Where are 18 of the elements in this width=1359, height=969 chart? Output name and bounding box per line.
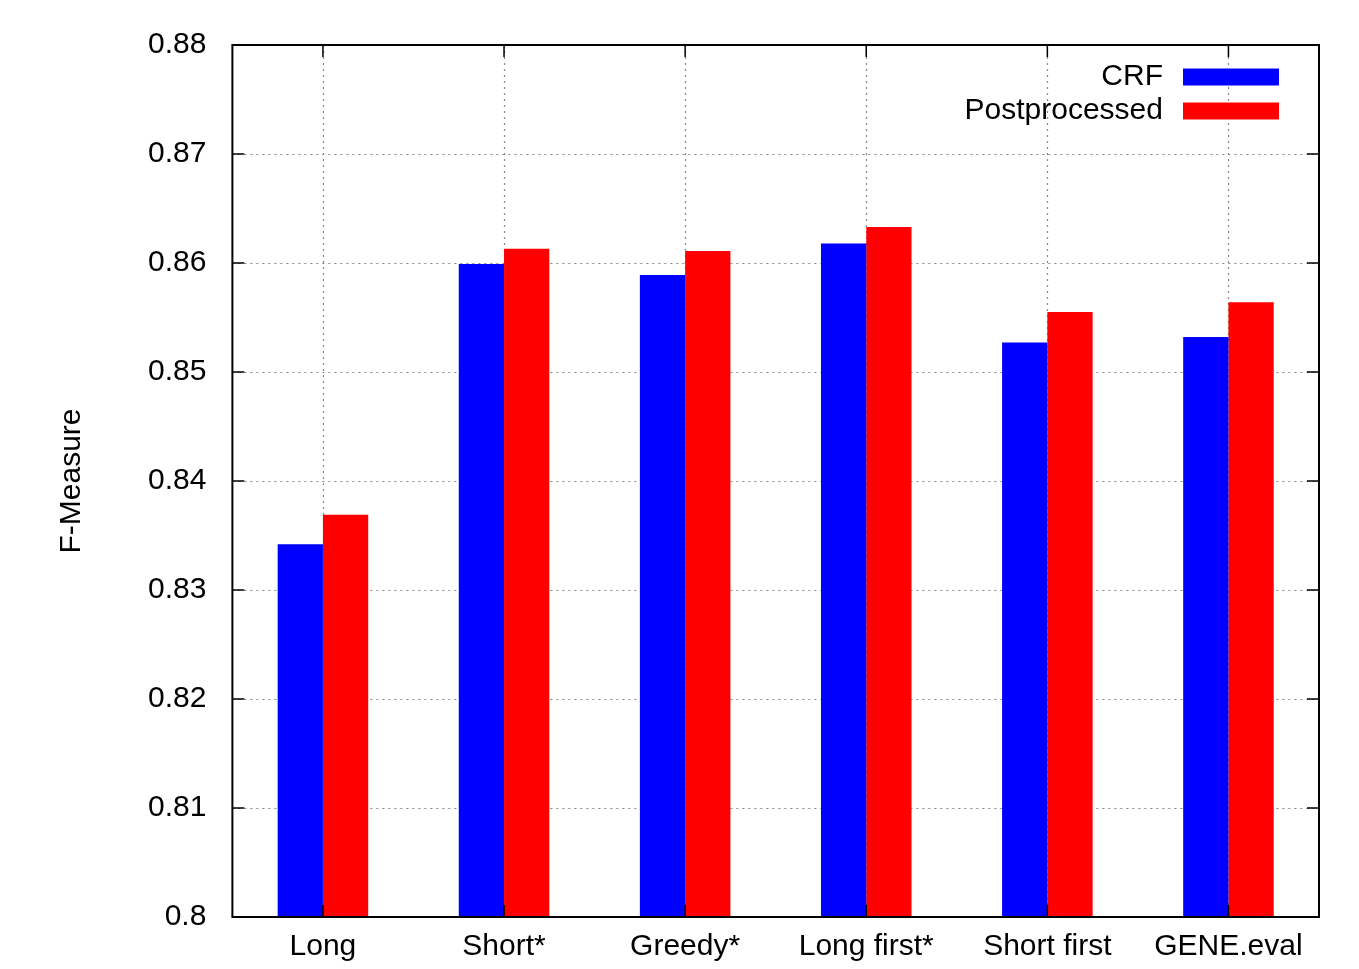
y-tick-label: 0.82 xyxy=(148,680,207,714)
y-tick-label: 0.88 xyxy=(148,26,207,60)
x-tick-label: Long xyxy=(289,928,357,962)
y-axis-title: F-Measure xyxy=(53,408,87,554)
x-tick-label: Greedy* xyxy=(630,928,741,962)
x-tick-label: GENE.eval xyxy=(1154,928,1303,962)
x-tick-label: Short first xyxy=(983,928,1113,962)
y-tick-label: 0.85 xyxy=(148,353,207,387)
y-tick-label: 0.87 xyxy=(148,135,207,169)
y-tick-label: 0.84 xyxy=(148,462,207,496)
y-tick-label: 0.81 xyxy=(148,789,207,823)
legend-label: Postprocessed xyxy=(964,92,1163,126)
y-tick-label: 0.86 xyxy=(148,244,207,278)
x-tick-label: Short* xyxy=(462,928,547,962)
y-tick-label: 0.8 xyxy=(164,898,207,932)
x-tick-label: Long first* xyxy=(798,928,935,962)
legend-label: CRF xyxy=(1101,58,1163,92)
y-tick-label: 0.83 xyxy=(148,571,207,605)
